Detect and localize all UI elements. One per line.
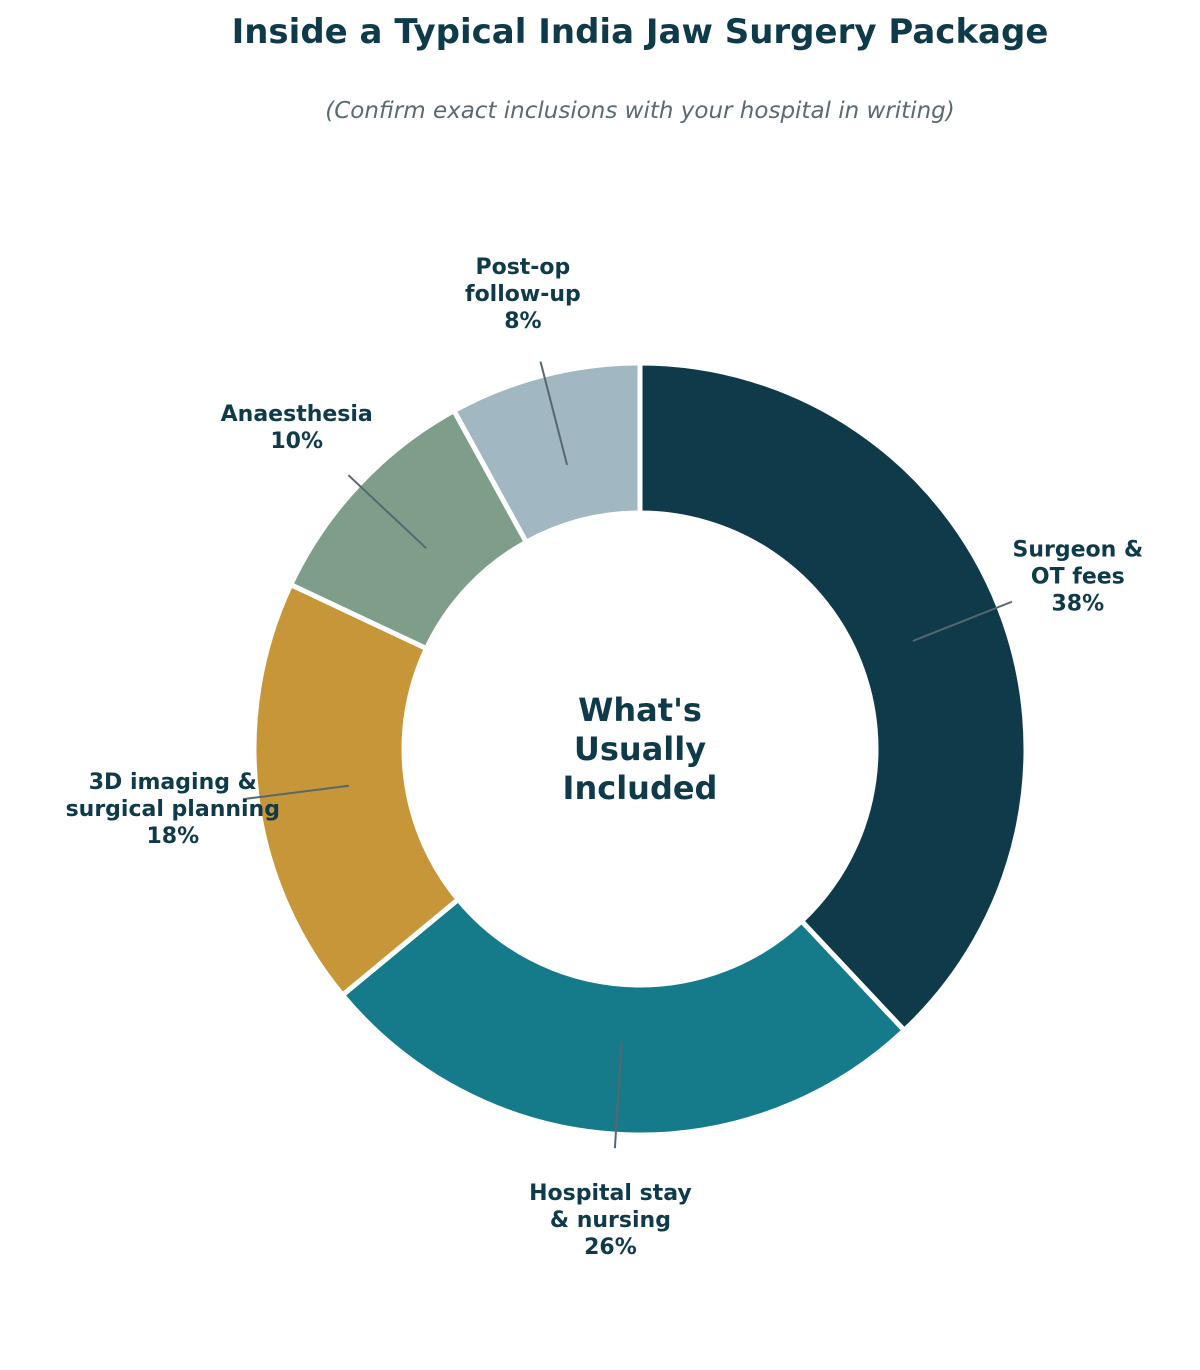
slice-label-line: Post-op	[475, 255, 570, 280]
donut-slice	[340, 896, 907, 1138]
leader-lines-layer	[243, 361, 1013, 1149]
slice-label-line: Surgeon &	[1013, 538, 1144, 563]
center-label: What's Usually Included	[563, 691, 718, 807]
slice-label: Hospital stay & nursing 26%	[529, 1181, 692, 1260]
center-label-line: Usually	[574, 730, 706, 768]
slice-label-line: Anaesthesia	[221, 402, 373, 427]
leader-line	[243, 784, 350, 801]
slice-label-line: Hospital stay	[529, 1181, 692, 1206]
slice-percent: 26%	[584, 1235, 637, 1260]
slice-label: Surgeon & OT fees 38%	[1013, 538, 1144, 617]
slice-percent: 10%	[270, 429, 323, 454]
slice-label: 3D imaging & surgical planning 18%	[66, 770, 280, 849]
chart-title: Inside a Typical India Jaw Surgery Packa…	[231, 12, 1049, 52]
center-label-line: What's	[578, 691, 702, 729]
leader-line	[912, 600, 1013, 642]
leader-line	[613, 1041, 623, 1149]
slices-layer	[251, 360, 1029, 1138]
slice-percent: 18%	[146, 824, 199, 849]
slice-label: Post-op follow-up 8%	[465, 255, 581, 334]
slice-label: Anaesthesia 10%	[221, 402, 373, 454]
leader-line	[347, 474, 427, 549]
donut-slice	[251, 582, 461, 998]
slice-percent: 8%	[504, 309, 541, 334]
center-label-line: Included	[563, 769, 718, 807]
slice-labels-layer: Surgeon & OT fees 38% Hospital stay & nursin…	[66, 255, 1144, 1260]
donut-slice	[451, 360, 643, 545]
slice-label-line: OT fees	[1031, 565, 1125, 590]
slice-label-line: follow-up	[465, 282, 581, 307]
leader-line	[539, 361, 569, 466]
donut-slice	[637, 360, 1029, 1033]
slice-label-line: 3D imaging &	[89, 770, 257, 795]
slice-percent: 38%	[1052, 592, 1105, 617]
slice-label-line: surgical planning	[66, 797, 280, 822]
slice-label-line: & nursing	[550, 1208, 671, 1233]
chart-subtitle: (Confirm exact inclusions with your hosp…	[325, 98, 955, 124]
